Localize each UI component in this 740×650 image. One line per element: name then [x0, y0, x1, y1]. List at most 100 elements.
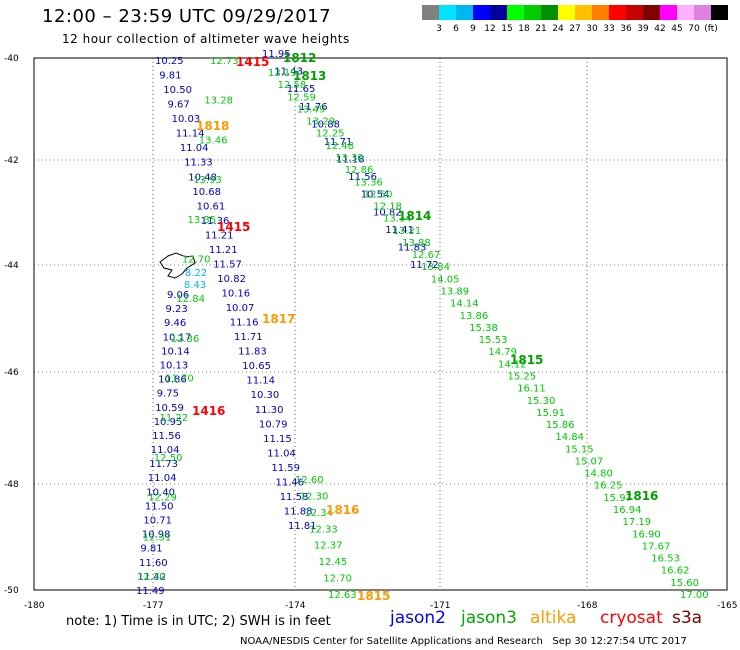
pass-time-label: 1814 — [398, 209, 431, 223]
wave-height-value: 11.57 — [213, 259, 242, 270]
wave-height-value: 11.76 — [299, 102, 328, 113]
wave-height-value: 14.12 — [498, 359, 527, 370]
wave-height-value: 14.05 — [431, 274, 460, 285]
legend-label: 36 — [620, 24, 632, 34]
wave-height-value: 16.25 — [594, 481, 623, 492]
wave-height-value: 12.50 — [154, 453, 183, 464]
wave-height-value: 11.04 — [148, 473, 177, 484]
wave-height-value: 10.86 — [158, 375, 187, 386]
legend-label: 6 — [453, 24, 459, 34]
wave-height-value: 12.84 — [176, 294, 205, 305]
wave-height-value: 10.82 — [373, 207, 402, 218]
wave-height-value: 11.33 — [184, 158, 213, 169]
credit-line: NOAA/NESDIS Center for Satellite Applica… — [240, 636, 687, 647]
wave-height-value: 11.83 — [398, 242, 427, 253]
legend-label: (ft) — [704, 24, 718, 34]
wave-height-value: 17.19 — [623, 517, 652, 528]
wave-height-value: 11.21 — [205, 230, 234, 241]
wave-height-value: 10.40 — [146, 487, 175, 498]
wave-height-value: 13.93 — [193, 175, 222, 186]
legend-label: 21 — [535, 24, 547, 34]
wave-height-value: 10.79 — [259, 419, 288, 430]
wave-height-value: 9.67 — [168, 100, 190, 111]
wave-height-value: 11.56 — [152, 431, 181, 442]
wave-height-value: 10.65 — [242, 361, 271, 372]
legend-swatch — [507, 5, 524, 20]
wave-height-value: 15.86 — [546, 420, 575, 431]
wave-height-value: 9.46 — [164, 318, 186, 329]
wave-height-value: 11.81 — [288, 521, 317, 532]
pass-time-label: 1817 — [262, 312, 295, 326]
pass-time-label: 1415 — [217, 220, 250, 234]
wave-height-value: 10.14 — [161, 346, 190, 357]
wave-height-value: 9.23 — [166, 304, 188, 315]
satellite-tracks: 10.25 9.81 10.50 9.67 10.03 11.14 11.04 11.33 10… — [136, 49, 709, 601]
page-title: 12:00 – 23:59 UTC 09/29/2017 — [42, 6, 332, 27]
legend-label: 24 — [552, 24, 564, 34]
pass-time-label: 1812 — [283, 51, 316, 65]
wave-height-value: 14.80 — [584, 469, 613, 480]
wave-height-value: 10.30 — [251, 390, 280, 401]
wave-height-value: 15.38 — [469, 323, 498, 334]
pass-time-label: 1818 — [196, 119, 229, 133]
satellite-label-jason3: jason3 — [461, 608, 517, 628]
wave-height-value: 12.45 — [319, 557, 348, 568]
legend-label: 15 — [501, 24, 513, 34]
wave-height-value: 13.89 — [441, 287, 470, 298]
wave-height-value: 13.86 — [460, 311, 489, 322]
wave-height-value: 12.30 — [137, 572, 166, 583]
legend-swatch — [660, 5, 677, 20]
wave-height-value: 15.25 — [508, 372, 537, 383]
legend-swatch — [456, 5, 473, 20]
pass-time-label: 1415 — [236, 55, 269, 69]
wave-height-value: 12.67 — [412, 250, 441, 261]
wave-height-value: 12.70 — [323, 574, 352, 585]
legend-swatch — [541, 5, 558, 20]
wave-height-value: 12.50 — [364, 189, 393, 200]
legend-label: 39 — [637, 24, 649, 34]
island-outline — [159, 252, 196, 279]
wave-height-value: 11.36 — [201, 216, 230, 227]
wave-height-value: 13.30 — [335, 153, 364, 164]
wave-height-value: 12.18 — [373, 202, 402, 213]
island-shape — [159, 252, 196, 279]
lon-tick-label: -174 — [285, 601, 306, 611]
pass-time-label: 1416 — [192, 404, 225, 418]
lat-tick-label: -42 — [4, 156, 19, 166]
legend-swatch — [626, 5, 643, 20]
legend-label: 27 — [569, 24, 581, 34]
wave-height-value: 13.36 — [354, 177, 383, 188]
wave-height-value: 12.33 — [309, 524, 338, 535]
satellite-label-cryosat: cryosat — [600, 608, 663, 628]
wave-height-value: 11.21 — [209, 245, 238, 256]
wave-height-value: 12.73 — [210, 56, 239, 67]
lat-tick-label: -46 — [4, 368, 19, 378]
wave-height-value: 12.63 — [328, 590, 357, 601]
wave-height-value: 11.43 — [274, 67, 303, 78]
legend-label: 12 — [484, 24, 496, 34]
wave-height-value: 16.62 — [661, 566, 690, 577]
map-grid: -40 -42 -44 -46 -48 -50 -180 -177 -174 -171 -168 -1… — [4, 54, 737, 611]
legend-label: 70 — [688, 24, 700, 34]
legend-swatch — [643, 5, 660, 20]
legend-swatch — [677, 5, 694, 20]
pass-time-label: 1813 — [293, 69, 326, 83]
wave-height-value: 12.29 — [148, 493, 177, 504]
lon-tick-label: -165 — [717, 601, 737, 611]
legend-label: 45 — [671, 24, 683, 34]
wave-height-value: 10.25 — [155, 56, 184, 67]
lon-tick-label: -168 — [577, 601, 598, 611]
wave-height-value: 11.04 — [267, 448, 296, 459]
time-labels: 1812 1813 1814 1815 1816 1415 1415 1416 1818 1817… — [192, 51, 658, 603]
wave-height-value: 10.88 — [311, 119, 340, 130]
wave-height-value: 16.11 — [517, 384, 546, 395]
lon-tick-label: -180 — [24, 601, 45, 611]
legend-label: 9 — [470, 24, 476, 34]
wave-height-value: 12.86 — [345, 165, 374, 176]
wave-height-value: 17.00 — [680, 590, 709, 601]
wave-height-value: 11.30 — [255, 405, 284, 416]
wave-height-value: 12.48 — [326, 141, 355, 152]
wave-height-value: 11.65 — [287, 84, 316, 95]
legend-label: 18 — [518, 24, 530, 34]
